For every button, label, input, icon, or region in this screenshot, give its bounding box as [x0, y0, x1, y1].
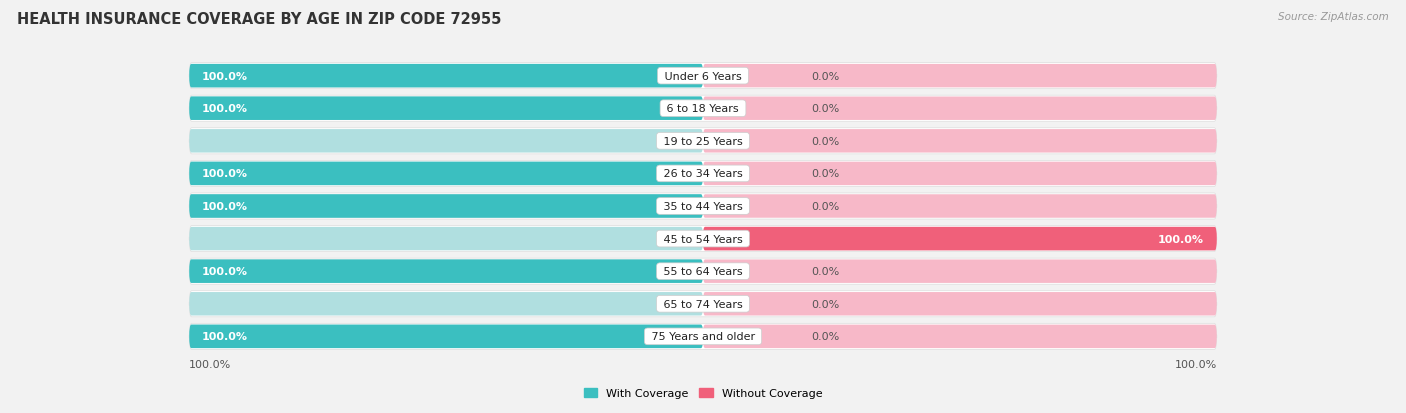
Text: Source: ZipAtlas.com: Source: ZipAtlas.com: [1278, 12, 1389, 22]
Text: 100.0%: 100.0%: [202, 202, 247, 211]
FancyBboxPatch shape: [190, 325, 703, 348]
FancyBboxPatch shape: [190, 64, 1216, 90]
Text: 0.0%: 0.0%: [811, 169, 839, 179]
FancyBboxPatch shape: [190, 161, 1216, 187]
Text: 100.0%: 100.0%: [202, 71, 247, 81]
Text: 19 to 25 Years: 19 to 25 Years: [659, 136, 747, 147]
Text: 100.0%: 100.0%: [202, 169, 247, 179]
Text: 0.0%: 0.0%: [659, 234, 688, 244]
FancyBboxPatch shape: [190, 130, 703, 153]
FancyBboxPatch shape: [190, 259, 1216, 285]
Text: 0.0%: 0.0%: [811, 71, 839, 81]
FancyBboxPatch shape: [190, 65, 703, 88]
Text: 0.0%: 0.0%: [811, 202, 839, 211]
Text: 100.0%: 100.0%: [202, 104, 247, 114]
FancyBboxPatch shape: [703, 130, 1216, 153]
Text: 26 to 34 Years: 26 to 34 Years: [659, 169, 747, 179]
FancyBboxPatch shape: [703, 325, 1216, 348]
FancyBboxPatch shape: [190, 97, 703, 121]
Text: 100.0%: 100.0%: [202, 332, 247, 342]
FancyBboxPatch shape: [190, 65, 703, 88]
Text: 0.0%: 0.0%: [811, 104, 839, 114]
FancyBboxPatch shape: [190, 194, 1216, 219]
FancyBboxPatch shape: [190, 260, 703, 283]
FancyBboxPatch shape: [190, 226, 1216, 252]
FancyBboxPatch shape: [703, 227, 1216, 251]
FancyBboxPatch shape: [190, 96, 1216, 122]
FancyBboxPatch shape: [703, 65, 1216, 88]
FancyBboxPatch shape: [190, 195, 703, 218]
Text: 35 to 44 Years: 35 to 44 Years: [659, 202, 747, 211]
Text: 0.0%: 0.0%: [811, 136, 839, 147]
Text: 0.0%: 0.0%: [811, 266, 839, 277]
Text: 55 to 64 Years: 55 to 64 Years: [659, 266, 747, 277]
FancyBboxPatch shape: [703, 292, 1216, 316]
Legend: With Coverage, Without Coverage: With Coverage, Without Coverage: [579, 383, 827, 403]
Text: Under 6 Years: Under 6 Years: [661, 71, 745, 81]
Text: 100.0%: 100.0%: [190, 359, 232, 369]
FancyBboxPatch shape: [190, 195, 703, 218]
Text: 0.0%: 0.0%: [659, 136, 688, 147]
Text: 100.0%: 100.0%: [1174, 359, 1216, 369]
FancyBboxPatch shape: [703, 195, 1216, 218]
FancyBboxPatch shape: [190, 97, 703, 121]
Text: 0.0%: 0.0%: [659, 299, 688, 309]
FancyBboxPatch shape: [190, 292, 703, 316]
Text: HEALTH INSURANCE COVERAGE BY AGE IN ZIP CODE 72955: HEALTH INSURANCE COVERAGE BY AGE IN ZIP …: [17, 12, 502, 27]
Text: 100.0%: 100.0%: [1159, 234, 1204, 244]
Text: 75 Years and older: 75 Years and older: [648, 332, 758, 342]
FancyBboxPatch shape: [190, 128, 1216, 154]
FancyBboxPatch shape: [703, 162, 1216, 186]
FancyBboxPatch shape: [190, 227, 703, 251]
Text: 65 to 74 Years: 65 to 74 Years: [659, 299, 747, 309]
FancyBboxPatch shape: [190, 260, 703, 283]
FancyBboxPatch shape: [703, 260, 1216, 283]
FancyBboxPatch shape: [703, 97, 1216, 121]
FancyBboxPatch shape: [703, 227, 1216, 251]
FancyBboxPatch shape: [190, 162, 703, 186]
FancyBboxPatch shape: [190, 323, 1216, 349]
Text: 6 to 18 Years: 6 to 18 Years: [664, 104, 742, 114]
Text: 45 to 54 Years: 45 to 54 Years: [659, 234, 747, 244]
FancyBboxPatch shape: [190, 162, 703, 186]
Text: 100.0%: 100.0%: [202, 266, 247, 277]
Text: 0.0%: 0.0%: [811, 332, 839, 342]
Text: 0.0%: 0.0%: [811, 299, 839, 309]
FancyBboxPatch shape: [190, 325, 703, 348]
FancyBboxPatch shape: [190, 291, 1216, 317]
